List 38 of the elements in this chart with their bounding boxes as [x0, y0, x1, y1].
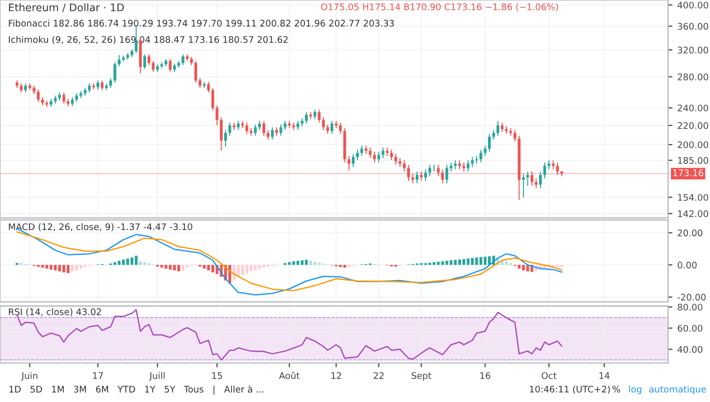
y-tick-label: 320.00	[678, 46, 708, 54]
chart-title: Ethereum / Dollar · 1D	[9, 3, 124, 12]
x-tick-label: Juin	[21, 372, 38, 381]
y-tick-label: 360.00	[678, 22, 708, 30]
y-tick-label: 80.00	[678, 304, 702, 311]
x-tick-label: Août	[279, 372, 300, 380]
annotation: RSI (14, close) 43.02	[8, 308, 101, 316]
x-tick-label: 12	[331, 372, 342, 379]
annotation: Fibonacci 182.86 186.74 190.29 193.74 197.70 199.11 200.82 201.96 202.77 203.33	[8, 20, 394, 27]
x-tick-label: Juill	[149, 372, 165, 381]
x-tick-label: 16	[480, 372, 490, 380]
x-tick-label: 15	[212, 372, 222, 380]
y-tick-label: 40.00	[678, 346, 702, 353]
y-tick-label: 220.00	[678, 122, 708, 129]
text: 1D 5D 1M 3M 6M YTD 1Y 5Y Tous | Aller à ...	[10, 385, 264, 395]
y-tick-label: 20.00	[678, 229, 702, 236]
y-tick-label: 280.00	[678, 74, 708, 80]
x-tick-label: Sept	[412, 372, 432, 381]
y-tick-label: 60.00	[678, 324, 702, 332]
y-tick-label: 200.00	[678, 141, 708, 148]
y-tick-label: 154.00	[678, 194, 708, 201]
ref-line-label: 173.16	[673, 169, 704, 176]
text: 10:46:11 (UTC+2)	[530, 386, 610, 394]
text: %	[612, 386, 620, 393]
text: log	[629, 386, 642, 394]
x-tick-label: 14	[600, 372, 610, 379]
y-tick-label: 400.00	[678, 2, 708, 9]
annotation: MACD (12, 26, close, 9) -1.37 -4.47 -3.10	[8, 223, 192, 232]
y-tick-label: -20.00	[678, 294, 706, 301]
text: automatique	[649, 386, 706, 394]
x-tick-label: Oct	[542, 372, 557, 380]
x-tick-label: 17	[93, 372, 103, 379]
y-tick-label: 240.00	[678, 104, 708, 112]
y-tick-label: 185.00	[678, 157, 708, 164]
y-tick-label: 0.00	[678, 262, 697, 268]
x-tick-label: 22	[374, 372, 384, 379]
annotation: O175.05 H175.14 B170.90 C173.16 −1.86 (−1.06%)	[321, 3, 558, 12]
y-tick-label: 142.00	[678, 210, 708, 218]
